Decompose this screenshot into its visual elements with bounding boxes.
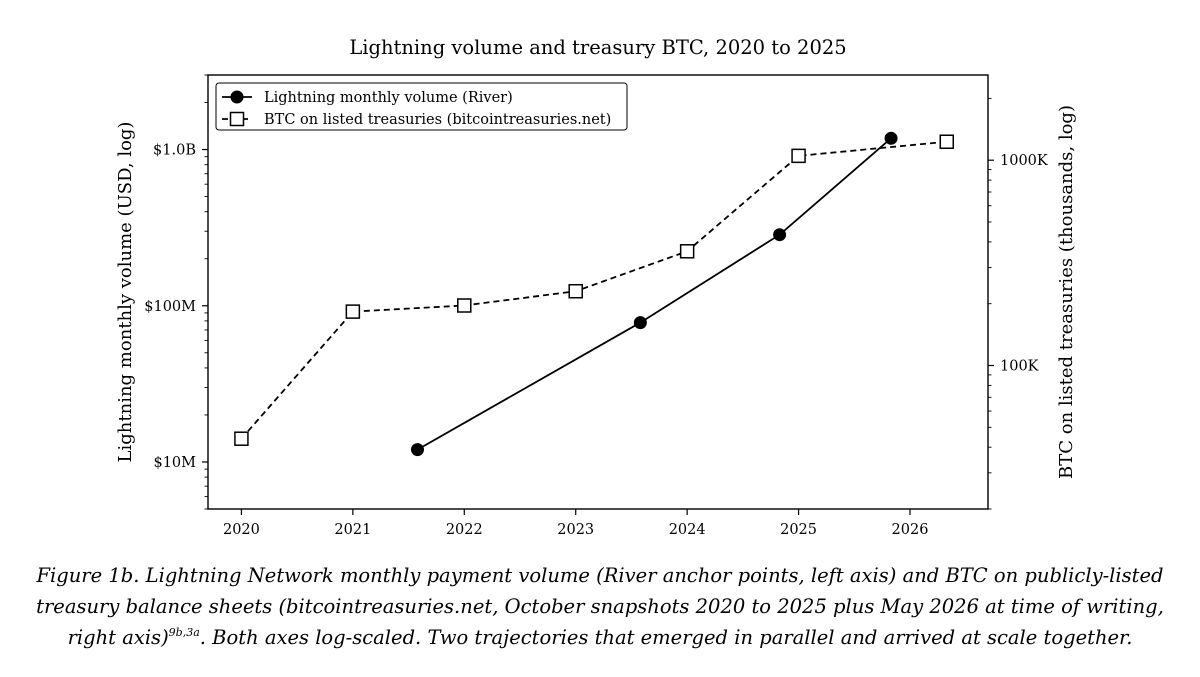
data-point-square [791, 148, 806, 164]
plot-area: 2020 2021 2022 2023 2024 2025 2026 $10M $100M $1.… [144, 74, 1049, 538]
y-tick-label: $1.0B [153, 143, 196, 159]
data-point-circle [884, 131, 898, 145]
legend: Lightning monthly volume (River) BTC on l… [215, 82, 628, 131]
caption-tail: . Both axes log-scaled. Two trajectories… [199, 626, 1133, 649]
chart: Lightning volume and treasury BTC, 2020 … [115, 36, 1077, 538]
data-point-square [939, 134, 955, 149]
plot-frame [207, 74, 989, 510]
x-tick-label: 2024 [669, 522, 706, 538]
legend-marker-circle [230, 90, 244, 104]
series-line-2 [240, 140, 947, 440]
caption-main: Figure 1b. Lightning Network monthly pay… [36, 564, 1164, 649]
y-axis-label-right: BTC on listed treasuries (thousands, log… [1056, 105, 1077, 479]
figure-caption: Figure 1b. Lightning Network monthly pay… [20, 560, 1180, 653]
data-point-circle [410, 443, 424, 457]
data-point-square [345, 304, 361, 319]
x-tick-label: 2020 [223, 522, 260, 538]
caption-references: 9b,3a [168, 626, 200, 639]
x-tick-label: 2025 [780, 522, 817, 538]
data-point-circle [633, 316, 647, 330]
data-point-circle [773, 228, 787, 242]
series-line-1 [417, 137, 892, 451]
y-tick-label: $10M [153, 455, 196, 471]
x-tick-label: 2021 [334, 522, 371, 538]
x-tick-label: 2026 [892, 522, 929, 538]
legend-label-2: BTC on listed treasuries (bitcointreasur… [264, 112, 611, 128]
x-tick-label: 2022 [446, 522, 483, 538]
y2-tick-label: 100K [1000, 358, 1040, 374]
legend-label-1: Lightning monthly volume (River) [264, 90, 513, 106]
y-axis-label-left: Lightning monthly volume (USD, log) [115, 122, 136, 463]
data-point-square [234, 431, 249, 446]
chart-title: Lightning volume and treasury BTC, 2020 … [349, 36, 846, 59]
legend-box [215, 82, 628, 131]
x-tick-label: 2023 [557, 522, 594, 538]
data-point-square [679, 244, 695, 259]
data-point-square [457, 298, 472, 313]
legend-marker-square [229, 111, 245, 127]
y2-tick-label: 1000K [1000, 153, 1049, 169]
data-point-square [568, 283, 583, 299]
y-tick-label: $100M [144, 299, 196, 315]
